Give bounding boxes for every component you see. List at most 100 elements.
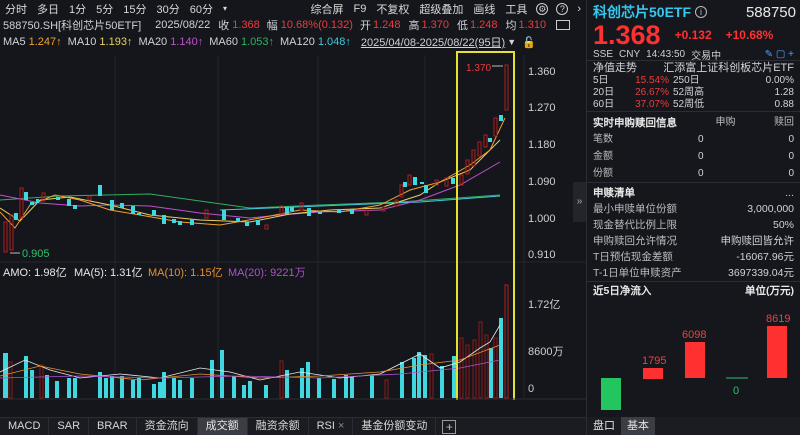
period-toolbar: 分时 多日 1分 5分 15分 30分 60分 ▾ 综合屏 F9 不复权 超级叠… xyxy=(0,0,586,17)
exchange-label: SSE xyxy=(593,48,614,60)
svg-text:1795: 1795 xyxy=(642,355,666,367)
period-tab-30min[interactable]: 30分 xyxy=(156,3,180,16)
tab-fund-share-change[interactable]: 基金份额变动 xyxy=(353,418,437,435)
svg-text:6098: 6098 xyxy=(682,329,706,341)
chart-panel: 分时 多日 1分 5分 15分 30分 60分 ▾ 综合屏 F9 不复权 超级叠… xyxy=(0,0,586,435)
candles xyxy=(3,64,509,253)
svg-text:8600万: 8600万 xyxy=(528,346,563,358)
low-value: 1.248 xyxy=(470,19,498,31)
avg-value: 1.310 xyxy=(518,19,547,31)
ma5-value: 1.247↑ xyxy=(28,36,62,48)
f9-button[interactable]: F9 xyxy=(353,2,367,15)
kline-chart[interactable]: 1.360 1.270 1.180 1.090 1.000 0.910 xyxy=(0,50,586,400)
svg-text:1.090: 1.090 xyxy=(528,176,556,188)
period-tab-5min[interactable]: 5分 xyxy=(96,3,114,16)
dropdown-triangle-icon[interactable]: ▾ xyxy=(223,4,228,13)
time-label: 14:43:50 xyxy=(646,48,686,60)
tab-order-book[interactable]: 盘口 xyxy=(593,420,615,432)
collapse-panel-button[interactable]: » xyxy=(573,182,586,222)
date-range-selector[interactable]: 2025/04/08-2025/08/22(95日) xyxy=(360,37,506,49)
period-tab-15min[interactable]: 15分 xyxy=(123,3,147,16)
tab-rsi[interactable]: RSI × xyxy=(309,418,354,435)
svg-text:1.000: 1.000 xyxy=(528,213,556,225)
ma120-label: MA120 xyxy=(280,36,315,48)
list-label: 现金替代比例上限 xyxy=(593,219,677,231)
row-buy: 0 xyxy=(697,151,704,162)
nav-v1: 15.54% xyxy=(635,75,669,86)
open-label: 开 xyxy=(359,20,371,32)
nav-title: 净值走势 xyxy=(593,62,637,74)
indicator-tabs: MACD SAR BRAR 资金流向 成交额 融资余额 RSI × 基金份额变动… xyxy=(0,417,586,435)
period-tab-multiday[interactable]: 多日 xyxy=(37,3,59,16)
list-value: 申购赎回皆允许 xyxy=(720,235,795,247)
svg-text:1.72亿: 1.72亿 xyxy=(528,298,560,311)
svg-text:AMO: 1.98亿: AMO: 1.98亿 xyxy=(3,266,67,279)
row-sell: 0 xyxy=(788,151,794,162)
row-label: 金额 xyxy=(593,151,613,162)
nav-k2: 250日 xyxy=(673,75,700,86)
nav-v1: 26.67% xyxy=(635,87,669,98)
monitor-icon[interactable] xyxy=(556,20,571,30)
edit-icon[interactable]: ✎ ▢ + xyxy=(764,48,794,60)
tab-margin-balance[interactable]: 融资余额 xyxy=(248,418,309,435)
close-icon[interactable]: × xyxy=(337,420,345,432)
change-value: 10.68%(0.132) xyxy=(280,19,353,31)
no-adjust-button[interactable]: 不复权 xyxy=(376,3,410,16)
tools-button[interactable]: 工具 xyxy=(505,3,528,16)
svg-text:1.180: 1.180 xyxy=(528,139,556,151)
nav-v2: 1.28 xyxy=(774,87,794,98)
more-button[interactable]: ... xyxy=(785,187,794,199)
nav-k2: 52周高 xyxy=(673,87,705,98)
amo-axis: 1.72亿 8600万 0 xyxy=(528,298,563,395)
period-tab-60min[interactable]: 60分 xyxy=(189,3,213,16)
net-inflow-chart: 1795 6098 0 8619 xyxy=(601,313,790,410)
super-overlay-button[interactable]: 超级叠加 xyxy=(419,3,464,16)
row-buy: 0 xyxy=(697,134,704,145)
range-dropdown-icon[interactable]: ▼ xyxy=(507,37,517,47)
info-icon[interactable]: i xyxy=(695,6,708,18)
gear-icon[interactable]: ⚙ xyxy=(536,2,549,15)
change-label: 幅 xyxy=(266,20,278,32)
nav-v2: 0.00% xyxy=(765,75,794,86)
add-tab-icon[interactable]: + xyxy=(442,420,457,434)
composite-screen-button[interactable]: 综合屏 xyxy=(310,3,344,16)
tab-fund-flow[interactable]: 资金流向 xyxy=(137,418,198,435)
list-value: -16067.96元 xyxy=(736,251,794,263)
svg-text:0.910: 0.910 xyxy=(528,249,556,261)
col-sell: 赎回 xyxy=(774,117,794,128)
list-label: 申购赎回允许情况 xyxy=(593,235,677,247)
nav-k1: 60日 xyxy=(593,99,615,110)
help-icon[interactable]: ? xyxy=(556,2,569,15)
realtime-title: 实时申购赎回信息 xyxy=(593,117,677,129)
tab-macd[interactable]: MACD xyxy=(0,418,50,435)
close-value: 1.368 xyxy=(232,19,260,31)
ma10-label: MA10 xyxy=(67,36,97,48)
nav-section: 净值走势 汇添富上证科创板芯片ETF 5日 15.54% 250日 0.00% 20日 2… xyxy=(587,61,800,111)
svg-text:MA(20): 9221万: MA(20): 9221万 xyxy=(228,267,306,279)
toolbar-right: 综合屏 F9 不复权 超级叠加 画线 工具 ⚙ ? › xyxy=(305,0,586,17)
high-value: 1.370 xyxy=(421,19,449,31)
fund-full-name: 汇添富上证科创板芯片ETF xyxy=(663,62,794,74)
nav-k1: 20日 xyxy=(593,87,615,98)
panel-bottom-tabs: 盘口 基本 xyxy=(587,417,800,435)
tab-basic[interactable]: 基本 xyxy=(621,417,655,435)
tab-sar[interactable]: SAR xyxy=(49,418,90,435)
open-value: 1.248 xyxy=(372,19,401,31)
lock-icon[interactable]: 🔓 xyxy=(522,36,536,49)
tab-turnover[interactable]: 成交额 xyxy=(197,418,248,435)
tab-brar[interactable]: BRAR xyxy=(89,418,137,435)
draw-line-button[interactable]: 画线 xyxy=(473,3,496,16)
nav-v2: 0.88 xyxy=(774,99,794,110)
period-tab-1min[interactable]: 1分 xyxy=(69,3,87,16)
period-tab-intraday[interactable]: 分时 xyxy=(5,3,27,16)
price-row: 1.368 +0.132 +10.68% xyxy=(587,22,800,49)
svg-text:1.360: 1.360 xyxy=(528,66,556,78)
date-label: 2025/08/22 xyxy=(155,19,211,31)
chevron-right-icon[interactable]: › xyxy=(577,2,581,15)
avg-label: 均 xyxy=(505,20,517,32)
svg-text:1.270: 1.270 xyxy=(528,102,556,114)
row-sell: 0 xyxy=(788,168,794,179)
nav-v1: 37.07% xyxy=(635,99,669,110)
flow-title: 近5日净流入 xyxy=(593,285,652,297)
